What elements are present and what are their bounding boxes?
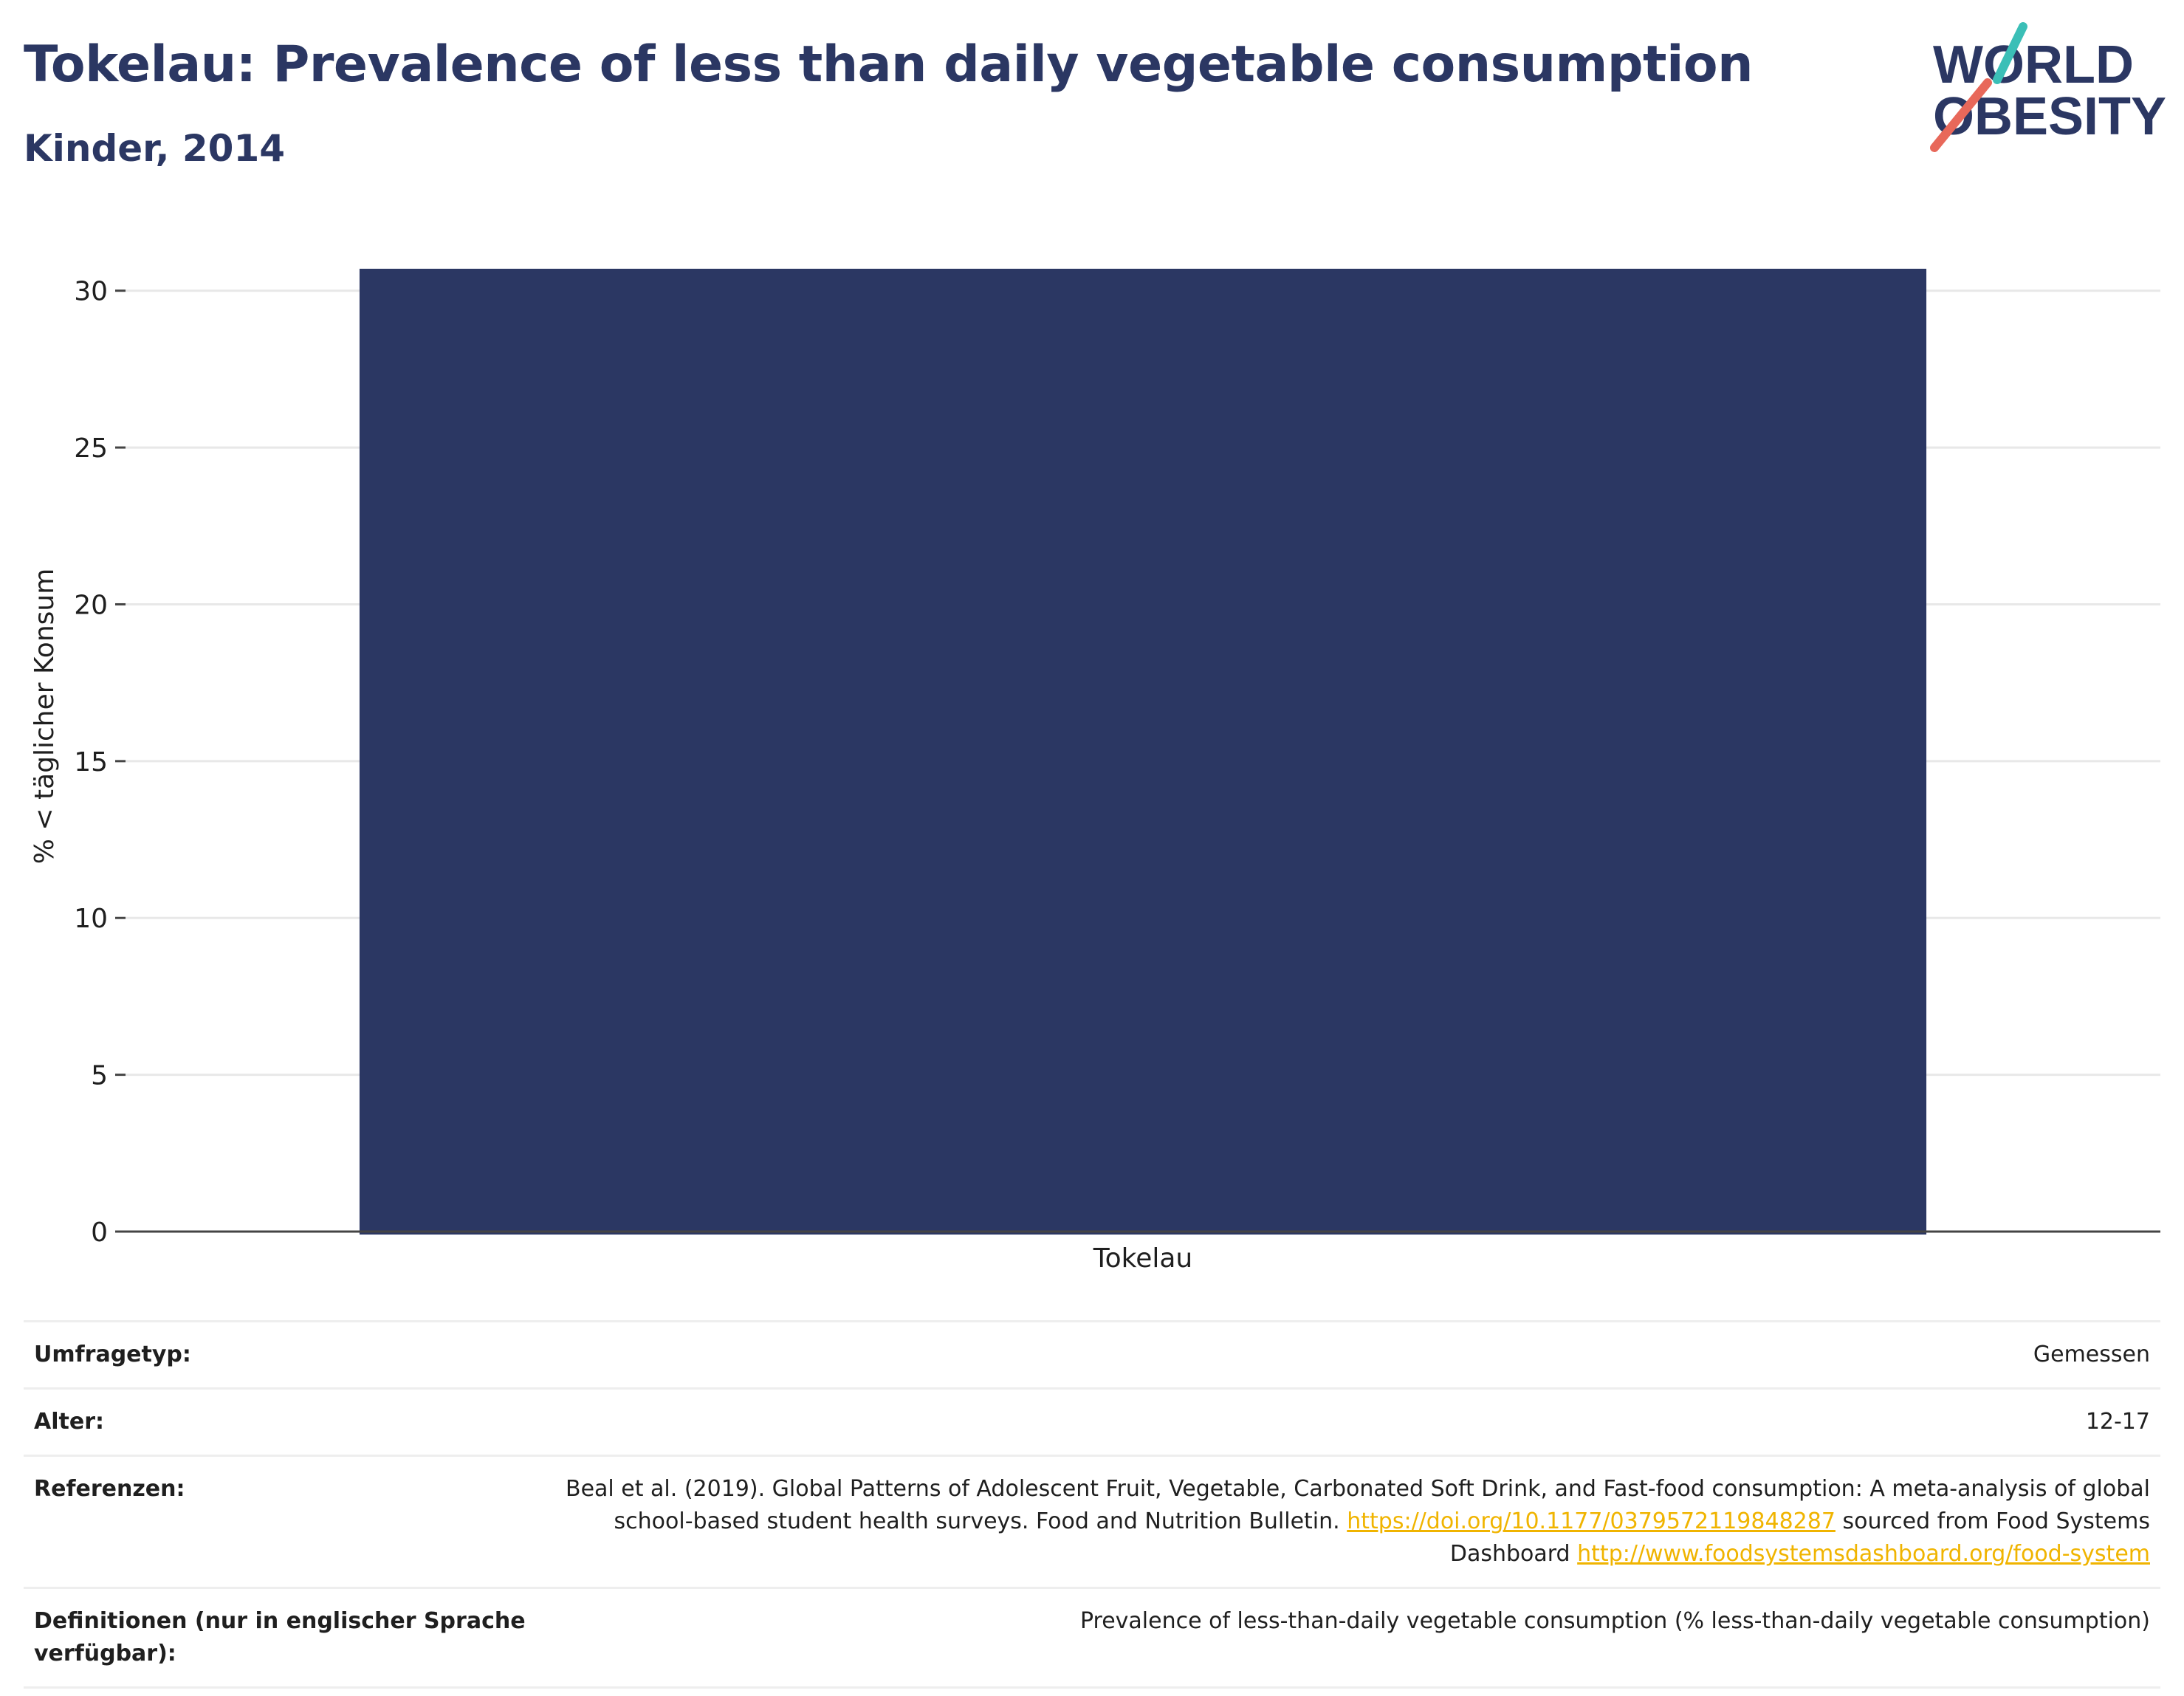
doi-link[interactable]: https://doi.org/10.1177/0379572119848287 — [1347, 1508, 1836, 1534]
survey-type-label: Umfragetyp: — [34, 1342, 191, 1367]
bar-chart: 0 5 10 15 20 25 30 Tokelau % < täglicher Konsum — [30, 268, 2160, 1274]
world-obesity-logo: WORLD OBESITY — [1930, 22, 2166, 152]
chart-title: Tokelau: Prevalence of less than daily v… — [24, 35, 1754, 94]
reference-text-2: sourced from Food Systems Dashboard — [1449, 1508, 2150, 1567]
y-tick-label: 10 — [74, 904, 108, 934]
y-tick-label: 0 — [91, 1218, 108, 1248]
food-systems-link[interactable]: http://www.foodsystemsdashboard.org/food… — [1577, 1541, 2150, 1567]
survey-type-row: Umfragetyp: Gemessen — [24, 1320, 2160, 1387]
y-tick-label: 25 — [74, 433, 108, 464]
references-label: Referenzen: — [34, 1476, 185, 1502]
references-value: Beal et al. (2019). Global Patterns of A… — [536, 1473, 2150, 1570]
definitions-row: Definitionen (nur in englischer Sprache … — [24, 1587, 2160, 1689]
definitions-value: Prevalence of less-than-daily vegetable … — [1079, 1608, 2150, 1634]
y-tick-label: 15 — [74, 747, 108, 777]
references-row: Referenzen: Beal et al. (2019). Global P… — [24, 1455, 2160, 1587]
age-row: Alter: 12-17 — [24, 1387, 2160, 1455]
logo-text-obesity: OBESITY — [1933, 87, 2166, 146]
metadata-table: Umfragetyp: Gemessen Alter: 12-17 Refere… — [24, 1320, 2160, 1689]
y-axis-label: % < täglicher Konsum — [30, 569, 60, 865]
survey-type-value: Gemessen — [2033, 1342, 2150, 1367]
chart-subtitle: Kinder, 2014 — [24, 127, 286, 170]
logo-coral-stroke — [1930, 78, 1992, 152]
y-tick-label: 5 — [91, 1061, 108, 1091]
y-tick-label: 30 — [74, 277, 108, 307]
x-tick-label: Tokelau — [1093, 1243, 1193, 1274]
reference-text-1: Beal et al. (2019). Global Patterns of A… — [565, 1476, 2150, 1534]
logo-teal-stroke — [1993, 22, 2027, 84]
y-tick-label: 20 — [74, 590, 108, 620]
age-label: Alter: — [34, 1409, 104, 1435]
age-value: 12-17 — [2085, 1409, 2150, 1435]
axes: 0 5 10 15 20 25 30 Tokelau — [74, 277, 2160, 1274]
logo-text-world: WORLD — [1933, 35, 2134, 95]
bars — [359, 268, 1927, 1235]
definitions-label: Definitionen (nur in englischer Sprache … — [34, 1608, 526, 1666]
bar-tokelau — [359, 268, 1927, 1235]
